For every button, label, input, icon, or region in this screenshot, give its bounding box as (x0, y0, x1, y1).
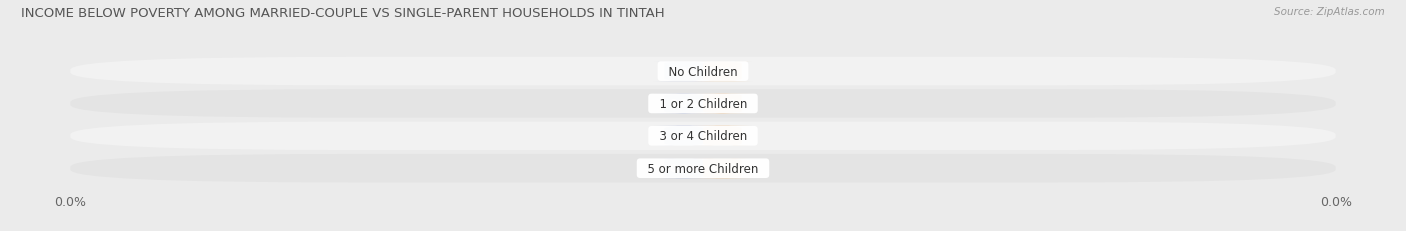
FancyBboxPatch shape (70, 90, 1336, 118)
Text: 0.0%: 0.0% (707, 131, 737, 141)
Text: 0.0%: 0.0% (669, 99, 699, 109)
Text: 0.0%: 0.0% (707, 99, 737, 109)
Text: 3 or 4 Children: 3 or 4 Children (651, 130, 755, 143)
Text: 1 or 2 Children: 1 or 2 Children (651, 97, 755, 110)
FancyBboxPatch shape (693, 62, 752, 82)
FancyBboxPatch shape (654, 158, 713, 179)
Text: No Children: No Children (661, 65, 745, 78)
FancyBboxPatch shape (654, 62, 713, 82)
Text: 5 or more Children: 5 or more Children (640, 162, 766, 175)
FancyBboxPatch shape (693, 126, 752, 146)
FancyBboxPatch shape (70, 154, 1336, 183)
FancyBboxPatch shape (693, 158, 752, 179)
Text: 0.0%: 0.0% (669, 131, 699, 141)
FancyBboxPatch shape (70, 122, 1336, 150)
FancyBboxPatch shape (654, 94, 713, 114)
Text: 0.0%: 0.0% (669, 67, 699, 77)
Text: INCOME BELOW POVERTY AMONG MARRIED-COUPLE VS SINGLE-PARENT HOUSEHOLDS IN TINTAH: INCOME BELOW POVERTY AMONG MARRIED-COUPL… (21, 7, 665, 20)
Text: Source: ZipAtlas.com: Source: ZipAtlas.com (1274, 7, 1385, 17)
FancyBboxPatch shape (70, 58, 1336, 86)
FancyBboxPatch shape (693, 94, 752, 114)
FancyBboxPatch shape (654, 126, 713, 146)
Text: 0.0%: 0.0% (707, 67, 737, 77)
Text: 0.0%: 0.0% (669, 164, 699, 173)
Text: 0.0%: 0.0% (707, 164, 737, 173)
